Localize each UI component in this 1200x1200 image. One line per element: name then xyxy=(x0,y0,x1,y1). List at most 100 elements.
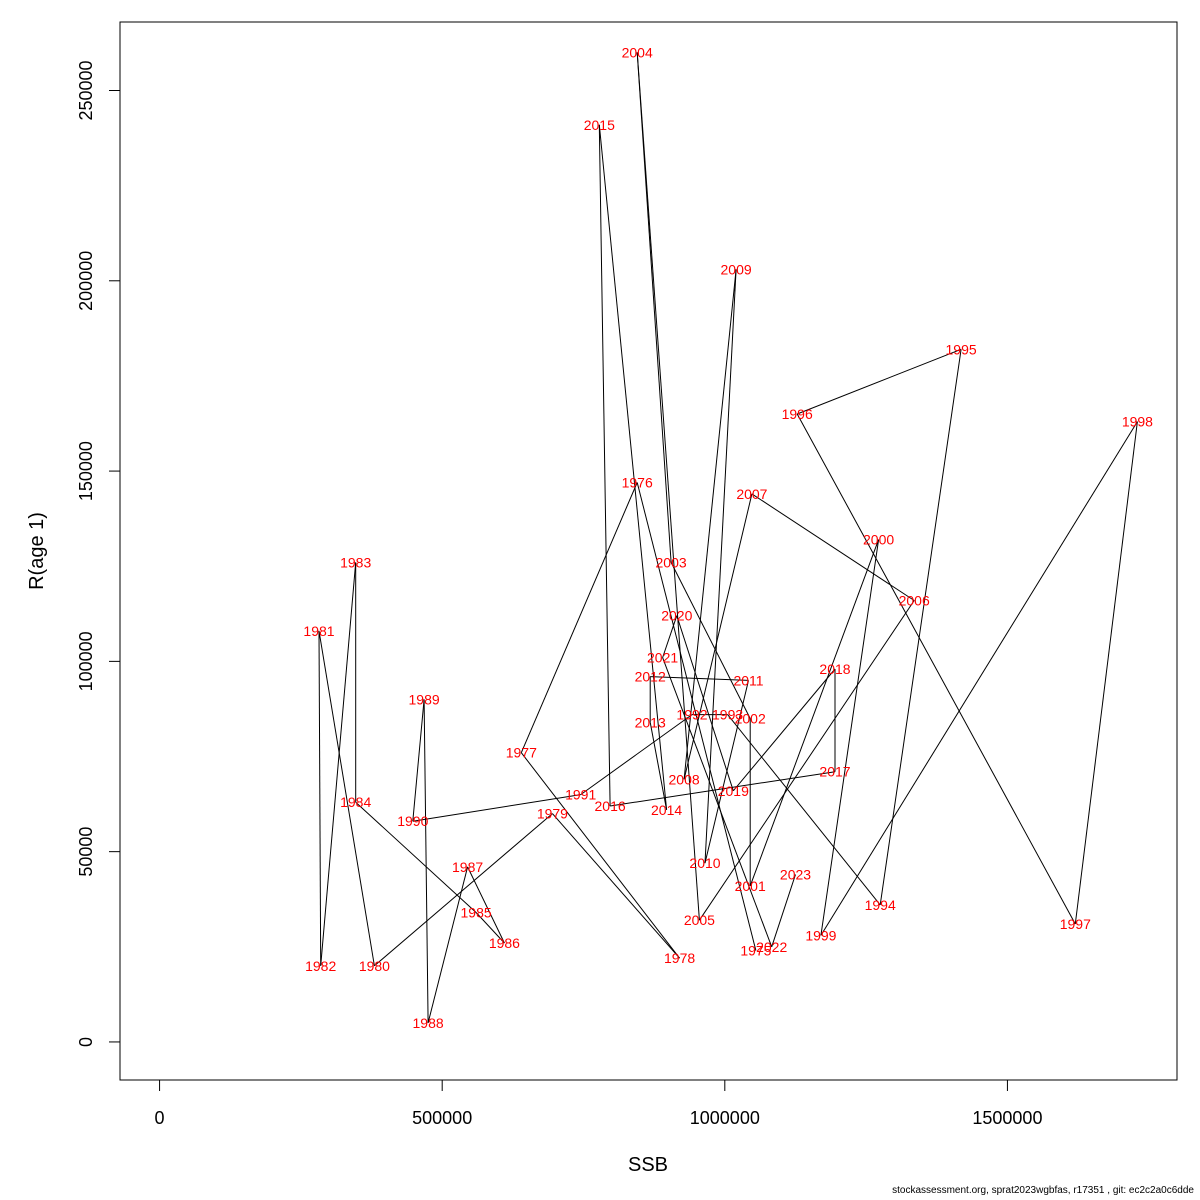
trajectory-segment-1978-1979 xyxy=(552,813,680,959)
trajectory-segment-1987-1988 xyxy=(427,866,469,1024)
trajectory-segment-2004-2005 xyxy=(636,52,700,921)
year-label-1981: 1981 xyxy=(303,623,334,639)
plot-frame xyxy=(119,21,1178,1081)
trajectory-segment-2020-2021 xyxy=(662,615,678,658)
year-label-2016: 2016 xyxy=(595,798,626,814)
trajectory-segment-1977-1978 xyxy=(520,752,680,959)
trajectory-segment-2005-2006 xyxy=(698,600,915,921)
year-label-2010: 2010 xyxy=(689,855,720,871)
trajectory-segment-1999-2000 xyxy=(820,539,880,936)
y-tick-label: 150000 xyxy=(76,441,96,501)
trajectory-segment-2014-2015 xyxy=(598,124,668,810)
trajectory-segment-2015-2016 xyxy=(598,124,611,807)
year-label-1989: 1989 xyxy=(409,691,440,707)
trajectory-segment-1982-1983 xyxy=(320,562,357,966)
trajectory-segment-2021-2022 xyxy=(662,657,773,947)
trajectory-segment-1975-1976 xyxy=(636,482,757,951)
year-label-2022: 2022 xyxy=(756,939,787,955)
x-axis-label: SSB xyxy=(628,1154,668,1176)
year-labels: 1975 1976 1977 1978 1979 1980 1981 1982 1983 1984… xyxy=(303,44,1153,1031)
trajectory-segment-1990-1991 xyxy=(412,794,581,822)
trajectory-segment-2019-2020 xyxy=(676,615,734,791)
year-label-1994: 1994 xyxy=(865,897,896,913)
trajectory-segment-1976-1977 xyxy=(520,482,638,753)
year-label-1993: 1993 xyxy=(712,707,743,723)
year-label-1976: 1976 xyxy=(622,475,653,491)
year-label-2011: 2011 xyxy=(733,672,763,688)
trajectory-segment-2006-2007 xyxy=(751,493,915,601)
trajectory-segment-1995-1996 xyxy=(797,348,962,415)
trajectory-segment-2009-2010 xyxy=(704,269,737,864)
trajectory-segment-2002-2003 xyxy=(670,562,751,719)
year-label-2015: 2015 xyxy=(584,117,615,133)
trajectory-segment-1991-1992 xyxy=(580,714,693,796)
year-label-2005: 2005 xyxy=(684,912,715,928)
trajectory-segment-2007-2008 xyxy=(683,493,753,780)
year-label-2023: 2023 xyxy=(780,867,811,883)
trajectory-segment-1981-1982 xyxy=(318,630,322,966)
year-label-2008: 2008 xyxy=(669,771,700,787)
year-label-2017: 2017 xyxy=(819,764,850,780)
y-tick-label: 250000 xyxy=(76,60,96,120)
trajectory-segment-2000-2001 xyxy=(749,539,880,887)
x-tick-label: 1500000 xyxy=(972,1108,1042,1128)
year-label-1982: 1982 xyxy=(305,958,336,974)
y-axis: 0 50000 100000 150000 200000 250000 xyxy=(76,60,121,1047)
year-label-2009: 2009 xyxy=(721,261,752,277)
trajectory-line xyxy=(318,52,1138,1024)
trajectory-segment-2016-2017 xyxy=(610,771,836,807)
year-label-1978: 1978 xyxy=(664,950,695,966)
trajectory-segment-1980-1981 xyxy=(318,630,375,966)
year-label-2004: 2004 xyxy=(622,44,653,60)
year-label-1984: 1984 xyxy=(340,794,371,810)
year-label-1977: 1977 xyxy=(506,745,537,761)
year-label-1997: 1997 xyxy=(1060,916,1091,932)
trajectory-segment-1993-1994 xyxy=(727,714,881,906)
trajectory-segment-1994-1995 xyxy=(879,349,962,905)
year-label-1990: 1990 xyxy=(397,813,428,829)
year-label-1988: 1988 xyxy=(413,1015,444,1031)
trajectory-segment-2022-2023 xyxy=(771,874,796,947)
year-label-2018: 2018 xyxy=(819,661,850,677)
year-label-1980: 1980 xyxy=(359,958,390,974)
year-label-2019: 2019 xyxy=(718,783,749,799)
year-label-1979: 1979 xyxy=(537,806,568,822)
year-label-2012: 2012 xyxy=(635,669,666,685)
trajectory-segment-1979-1980 xyxy=(374,813,553,967)
year-label-2013: 2013 xyxy=(635,714,666,730)
year-label-1991: 1991 xyxy=(565,787,596,803)
trajectory-segment-1986-1987 xyxy=(467,866,505,944)
year-label-2014: 2014 xyxy=(651,802,682,818)
year-label-1975: 1975 xyxy=(740,943,771,959)
x-tick-label: 1000000 xyxy=(690,1108,760,1128)
x-axis: 0 500000 1000000 1500000 xyxy=(155,1079,1042,1128)
y-tick-label: 200000 xyxy=(76,251,96,311)
y-tick-label: 100000 xyxy=(76,631,96,691)
trajectory-segment-1996-1997 xyxy=(796,413,1076,925)
x-tick-label: 500000 xyxy=(412,1108,472,1128)
trajectory-segment-1997-1998 xyxy=(1074,421,1138,925)
footer-text: stockassessment.org, sprat2023wgbfas, r1… xyxy=(892,1185,1194,1196)
year-label-1992: 1992 xyxy=(676,707,707,723)
year-label-2001: 2001 xyxy=(735,878,766,894)
year-label-2002: 2002 xyxy=(735,711,766,727)
trajectory-segment-2008-2009 xyxy=(683,269,737,780)
year-label-1985: 1985 xyxy=(461,905,492,921)
trajectory-segment-2011-2012 xyxy=(650,676,749,681)
year-label-2000: 2000 xyxy=(863,532,894,548)
year-label-1986: 1986 xyxy=(489,935,520,951)
trajectory-segment-1988-1989 xyxy=(423,699,429,1023)
year-label-2007: 2007 xyxy=(736,486,767,502)
year-label-2003: 2003 xyxy=(656,554,687,570)
year-label-2020: 2020 xyxy=(661,608,692,624)
trajectory-segment-1989-1990 xyxy=(412,699,425,822)
y-tick-label: 0 xyxy=(76,1037,96,1047)
year-label-1996: 1996 xyxy=(782,406,813,422)
year-label-1995: 1995 xyxy=(946,341,977,357)
year-label-2006: 2006 xyxy=(899,593,930,609)
y-tick-label: 50000 xyxy=(76,827,96,877)
trajectory-segment-1998-1999 xyxy=(820,421,1138,936)
trajectory-segment-1985-1986 xyxy=(475,912,505,944)
year-label-1999: 1999 xyxy=(805,927,836,943)
